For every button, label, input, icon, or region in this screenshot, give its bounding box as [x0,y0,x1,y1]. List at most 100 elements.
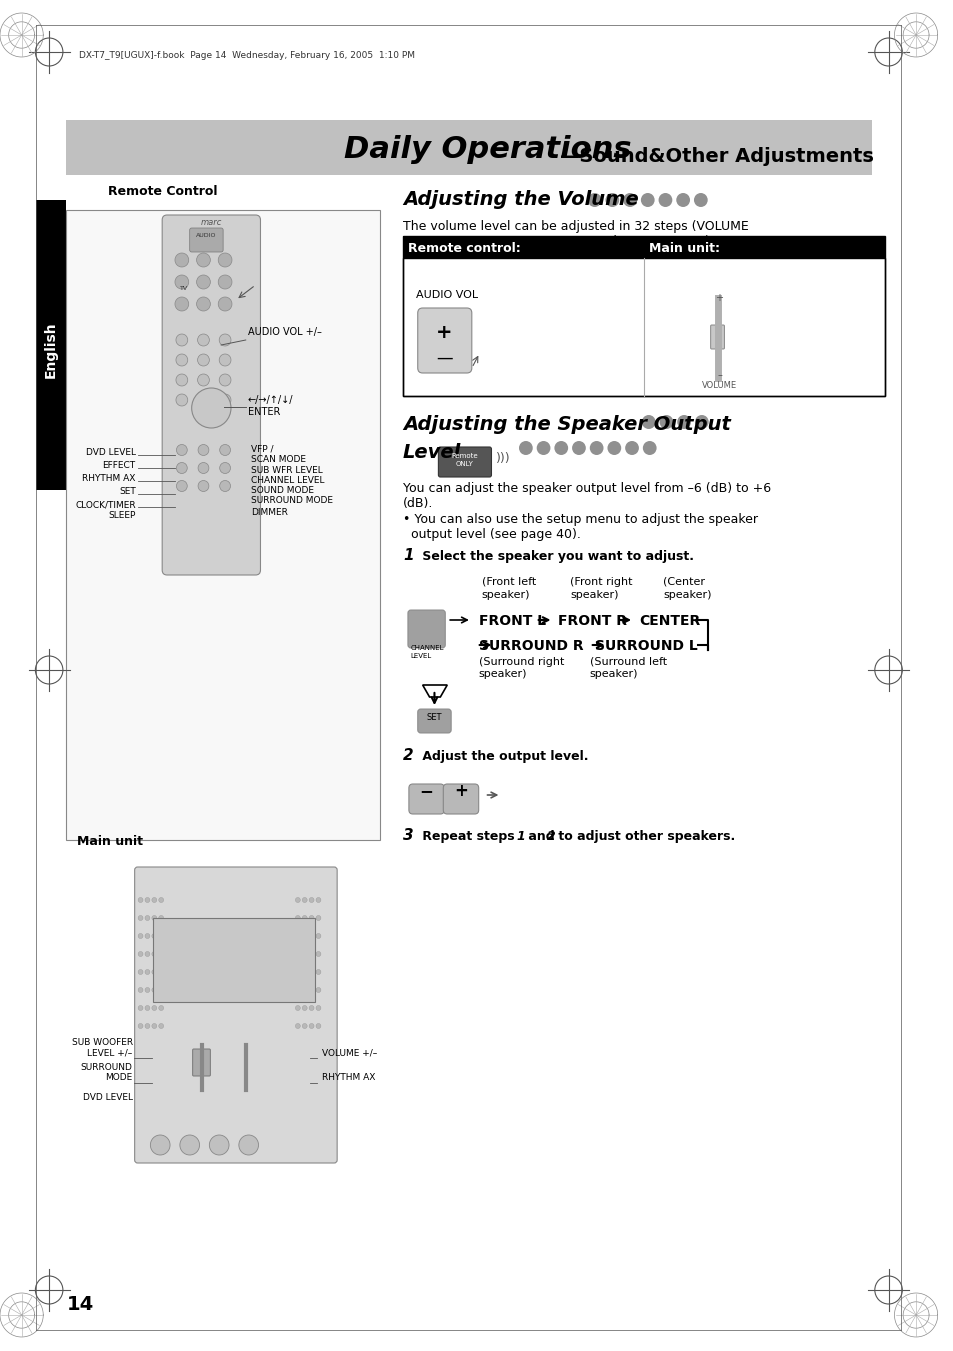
Text: DVD LEVEL: DVD LEVEL [83,1093,132,1102]
Text: —Sound&Other Adjustments: —Sound&Other Adjustments [559,147,873,166]
FancyBboxPatch shape [134,867,336,1163]
Circle shape [622,193,637,207]
Circle shape [198,481,209,492]
Circle shape [315,916,320,920]
Circle shape [219,334,231,346]
Text: +: + [436,323,452,342]
Text: VOLUME: VOLUME [701,381,737,390]
Circle shape [138,897,143,902]
Circle shape [158,897,164,902]
Circle shape [302,951,307,957]
Circle shape [219,354,231,366]
Text: speaker): speaker) [589,669,638,680]
Circle shape [587,193,601,207]
Circle shape [174,297,189,311]
Circle shape [152,970,156,974]
Circle shape [315,988,320,993]
Text: SET: SET [119,486,135,496]
FancyBboxPatch shape [153,917,314,1002]
FancyBboxPatch shape [402,258,883,396]
Circle shape [175,334,188,346]
FancyBboxPatch shape [193,1048,210,1075]
FancyBboxPatch shape [402,236,883,258]
Text: SURROUND MODE: SURROUND MODE [251,496,333,505]
Circle shape [175,394,188,407]
Circle shape [238,1135,258,1155]
Text: Repeat steps: Repeat steps [417,830,518,843]
Circle shape [138,951,143,957]
Text: (dB).: (dB). [402,497,433,509]
Circle shape [624,440,639,455]
Text: FRONT L: FRONT L [478,613,545,628]
Text: (Surround right: (Surround right [478,657,563,667]
Circle shape [152,1024,156,1028]
Text: Adjusting the Speaker Output: Adjusting the Speaker Output [402,415,730,434]
Circle shape [309,951,314,957]
Text: +: + [454,782,467,800]
Circle shape [158,1024,164,1028]
Text: speaker): speaker) [478,669,527,680]
Circle shape [219,374,231,386]
Circle shape [145,1005,150,1011]
Text: speaker): speaker) [481,590,530,600]
Circle shape [176,444,187,455]
Text: (Center: (Center [662,577,705,586]
Text: —: — [436,349,452,367]
Text: +: + [715,293,722,303]
Circle shape [309,1024,314,1028]
Circle shape [152,988,156,993]
Circle shape [295,1005,300,1011]
Circle shape [138,1005,143,1011]
Text: CHANNEL: CHANNEL [411,644,444,651]
Text: ←/→/↑/↓/: ←/→/↑/↓/ [248,394,293,405]
Text: CLOCK/TIMER: CLOCK/TIMER [75,500,135,509]
Text: CHANNEL LEVEL: CHANNEL LEVEL [251,476,324,485]
Text: DX-T7_T9[UGUX]-f.book  Page 14  Wednesday, February 16, 2005  1:10 PM: DX-T7_T9[UGUX]-f.book Page 14 Wednesday,… [78,51,415,59]
Circle shape [589,440,603,455]
Circle shape [196,297,210,311]
Circle shape [176,481,187,492]
Circle shape [295,951,300,957]
Text: output level (see page 40).: output level (see page 40). [402,528,580,540]
Circle shape [192,388,231,428]
Text: ))): ))) [496,453,511,465]
Circle shape [302,934,307,939]
Text: EFFECT: EFFECT [102,461,135,470]
Text: 2: 2 [546,830,555,843]
Text: to adjust other speakers.: to adjust other speakers. [554,830,735,843]
Circle shape [315,934,320,939]
Text: SET: SET [426,713,442,721]
Circle shape [198,444,209,455]
Circle shape [174,276,189,289]
Text: −: − [419,782,433,800]
Circle shape [138,988,143,993]
Text: LEVEL: LEVEL [411,653,432,659]
Text: speaker): speaker) [662,590,711,600]
Circle shape [572,440,585,455]
Circle shape [219,481,231,492]
Text: SURROUND L: SURROUND L [594,639,697,653]
Text: Main unit:: Main unit: [648,242,719,255]
FancyBboxPatch shape [417,308,472,373]
Circle shape [640,193,654,207]
Circle shape [302,970,307,974]
Circle shape [295,988,300,993]
Text: AUDIO VOL +/–: AUDIO VOL +/– [248,327,321,336]
Circle shape [315,951,320,957]
Circle shape [152,951,156,957]
Circle shape [158,970,164,974]
Text: Remote control:: Remote control: [408,242,520,255]
Text: ENTER: ENTER [248,407,280,417]
Circle shape [197,374,209,386]
Circle shape [209,1135,229,1155]
Circle shape [658,193,672,207]
Text: English: English [44,322,58,378]
Text: (Surround left: (Surround left [589,657,666,667]
Circle shape [315,1024,320,1028]
Text: (Front left: (Front left [481,577,536,586]
Text: FRONT R: FRONT R [558,613,627,628]
Circle shape [676,193,689,207]
Circle shape [197,394,209,407]
Circle shape [605,193,618,207]
Circle shape [309,988,314,993]
